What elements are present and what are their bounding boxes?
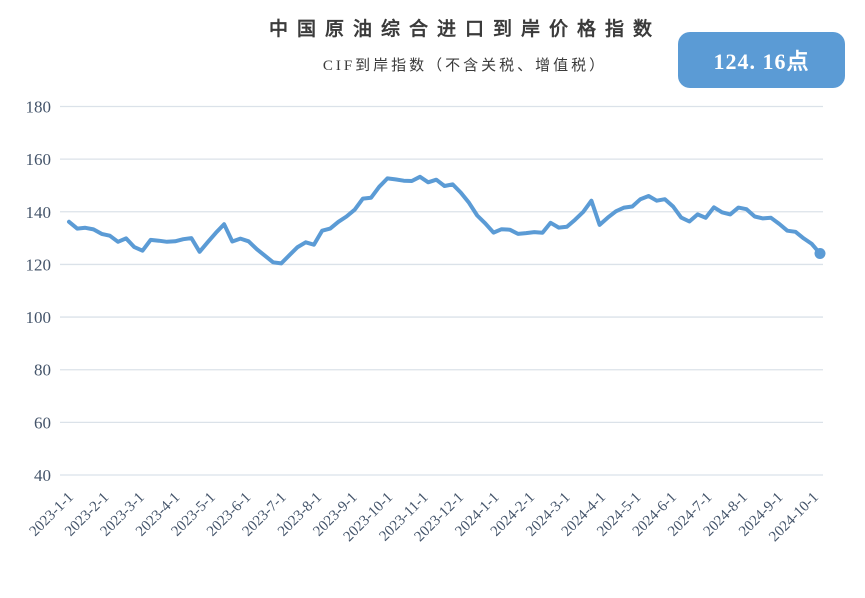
y-tick-label: 160: [26, 150, 52, 169]
chart-title: 中国原油综合进口到岸价格指数: [268, 19, 661, 40]
y-tick-label: 140: [26, 203, 52, 222]
y-tick-label: 60: [34, 413, 51, 432]
end-point-marker: [814, 247, 826, 259]
latest-value-badge: 124. 16点: [678, 32, 845, 88]
y-tick-label: 120: [26, 255, 52, 274]
y-tick-label: 40: [34, 466, 51, 485]
chart-header: 中国原油综合进口到岸价格指数 CIF到岸指数（不含关税、增值税）: [65, 14, 865, 75]
y-tick-label: 80: [34, 361, 51, 380]
y-tick-label: 100: [26, 308, 52, 327]
chart-subtitle: CIF到岸指数（不含关税、增值税）: [322, 58, 608, 74]
price-line: [67, 174, 822, 266]
y-tick-label: 180: [26, 98, 52, 117]
